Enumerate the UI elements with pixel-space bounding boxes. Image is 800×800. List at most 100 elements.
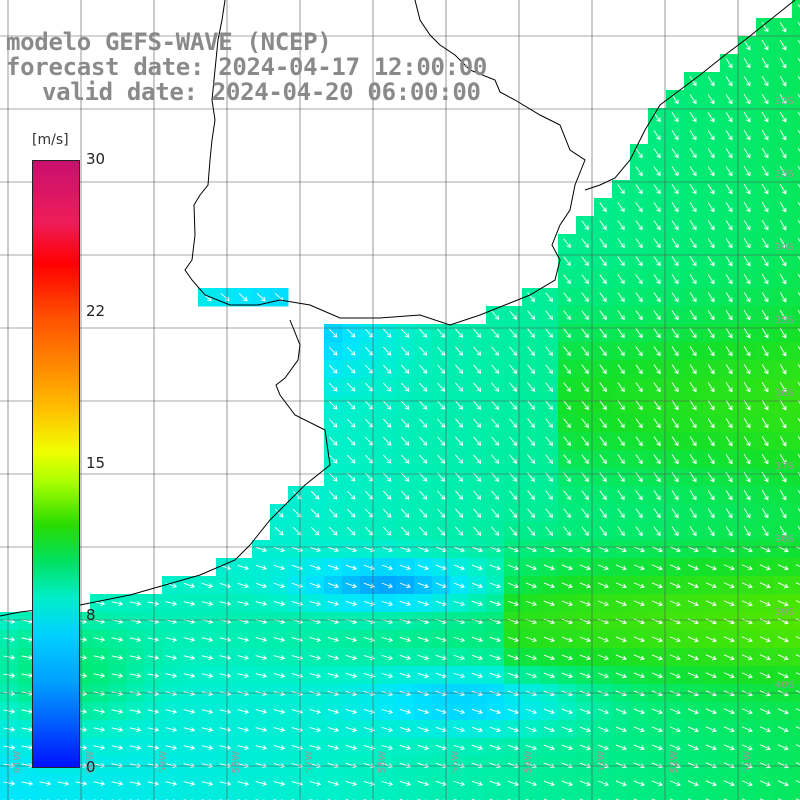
wind-cell [792, 540, 800, 559]
wind-arrow [201, 655, 214, 661]
wind-arrow [309, 601, 322, 607]
wind-arrow [687, 582, 699, 589]
wind-arrow [725, 382, 733, 393]
wind-arrow [687, 564, 699, 571]
wind-arrow [741, 726, 753, 733]
wind-arrow [707, 454, 715, 465]
wind-arrow [779, 58, 787, 69]
wind-arrow [489, 744, 501, 751]
wind-arrow [455, 328, 464, 338]
wind-arrow [617, 418, 625, 429]
wind-arrow [707, 130, 715, 141]
wind-arrow [653, 238, 661, 249]
wind-arrow [761, 364, 769, 375]
wind-arrow [707, 202, 715, 213]
wind-arrow [93, 709, 106, 714]
wind-arrow [507, 564, 519, 571]
wind-arrow [689, 184, 697, 195]
wind-arrow [671, 454, 679, 465]
wind-arrow [669, 744, 681, 751]
wind-arrow [633, 582, 645, 589]
wind-arrow [779, 508, 787, 519]
wind-arrow [527, 418, 535, 428]
lon-label: 56W [377, 751, 388, 774]
wind-arrow [797, 40, 800, 49]
wind-arrow [651, 600, 663, 607]
wind-arrow [147, 637, 160, 642]
wind-arrow [237, 582, 250, 589]
wind-arrow [399, 672, 412, 679]
wind-arrow [527, 364, 535, 374]
wind-arrow [327, 601, 340, 607]
wind-arrow [507, 546, 519, 553]
lat-label: 33S [775, 169, 794, 180]
wind-arrow [723, 726, 735, 733]
wind-arrow [671, 238, 679, 249]
wind-arrow [491, 310, 500, 320]
wind-cell [792, 90, 800, 109]
wind-arrow [723, 762, 735, 769]
wind-arrow [453, 546, 465, 553]
wind-arrow [707, 310, 715, 321]
wind-arrow [617, 220, 625, 231]
wind-arrow [471, 708, 483, 715]
wind-arrow [491, 508, 500, 518]
wind-arrow [689, 94, 697, 105]
wind-arrow [599, 220, 607, 231]
wind-arrow [797, 310, 800, 319]
wind-arrow [707, 76, 715, 87]
wind-arrow [455, 364, 464, 374]
wind-arrow [689, 418, 697, 429]
wind-arrow [617, 202, 625, 213]
wind-arrow [743, 346, 751, 357]
wind-arrow [795, 798, 800, 800]
wind-arrow [759, 762, 771, 769]
wind-arrow [599, 328, 607, 339]
wind-arrow [635, 184, 643, 195]
wind-arrow [93, 637, 106, 642]
wind-arrow [581, 400, 589, 411]
wind-arrow [219, 601, 232, 607]
wind-arrow [671, 184, 679, 195]
wind-arrow [201, 582, 214, 589]
wind-arrow [689, 220, 697, 231]
wind-arrow [689, 148, 697, 159]
wind-arrow [635, 418, 643, 429]
wind-arrow [381, 636, 394, 643]
wind-arrow [689, 310, 697, 321]
wind-arrow [382, 328, 392, 338]
wind-arrow [597, 636, 609, 643]
wind-arrow [635, 166, 643, 177]
wind-arrow [725, 58, 733, 69]
wind-arrow [707, 490, 715, 501]
wind-arrow [689, 346, 697, 357]
latitude-labels: 32S 33S 34S 35S 36S 37S 38S 39S 40S [775, 96, 794, 691]
wind-arrow [345, 726, 358, 733]
wind-arrow [669, 762, 681, 769]
wind-arrow [797, 238, 800, 247]
wind-arrow [671, 490, 679, 501]
wind-arrow [617, 400, 625, 411]
wind-arrow [689, 130, 697, 141]
wind-arrow [669, 582, 681, 589]
wind-arrow [3, 780, 16, 786]
wind-arrow [651, 780, 663, 787]
wind-arrow [255, 673, 268, 679]
wind-arrow [255, 546, 268, 553]
wind-arrow [273, 727, 286, 733]
wind-arrow [382, 346, 392, 356]
wind-arrow [599, 256, 607, 267]
wind-arrow [615, 564, 627, 571]
wind-cell [216, 792, 235, 800]
wind-arrow [201, 745, 214, 751]
wind-arrow [563, 382, 571, 393]
wind-arrow [363, 672, 376, 679]
wind-arrow [671, 256, 679, 267]
wind-arrow [723, 582, 735, 589]
wind-arrow [561, 582, 573, 589]
wind-arrow [543, 672, 555, 679]
wind-arrow [346, 454, 356, 464]
wind-arrow [635, 274, 643, 285]
wind-arrow [473, 364, 482, 374]
